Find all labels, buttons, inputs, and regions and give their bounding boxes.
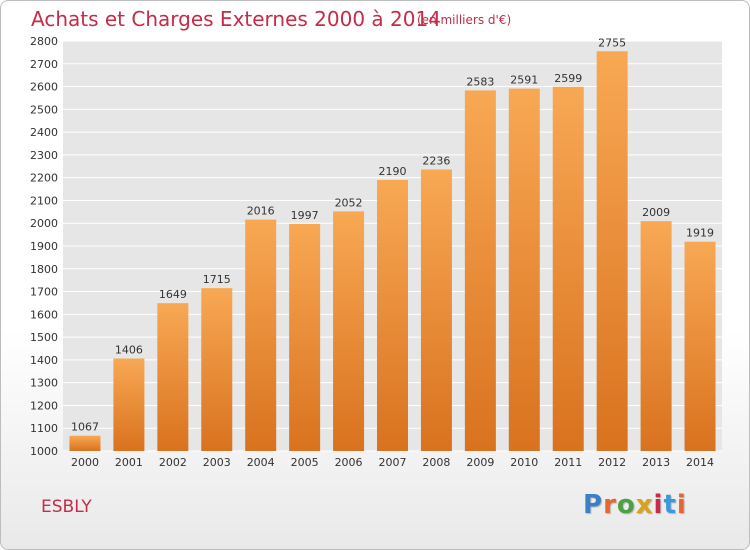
data-label: 1406 (115, 344, 143, 357)
bar-2005 (289, 223, 321, 451)
data-label: 1919 (686, 227, 714, 240)
y-axis-ticks: 1000 1100 1200 1300 1400 1500 1600 1700 1800 1900… (30, 35, 58, 458)
bar-2012 (596, 51, 628, 451)
bar-2009 (464, 90, 496, 451)
data-label: 1997 (291, 209, 319, 222)
logo-letter: x (635, 490, 654, 520)
logo-letter: P (583, 490, 604, 520)
y-tick-label: 1900 (30, 240, 58, 253)
data-label: 2009 (642, 206, 670, 219)
y-tick-label: 2500 (30, 103, 58, 116)
bars: 1067 1406 1649 1715 2016 1997 2052 2190 2236 2583… (69, 36, 716, 452)
bar-2003 (201, 288, 233, 451)
y-tick-label: 2700 (30, 58, 58, 71)
data-label: 2755 (598, 36, 626, 49)
y-tick-label: 2600 (30, 81, 58, 94)
x-tick-label: 2013 (642, 456, 670, 469)
logo-letter: o (616, 490, 636, 520)
y-tick-label: 1600 (30, 308, 58, 321)
bar-2002 (157, 303, 189, 451)
y-tick-label: 1200 (30, 399, 58, 412)
x-tick-label: 2003 (203, 456, 231, 469)
data-label: 2016 (247, 205, 275, 218)
bar-2000 (69, 435, 101, 451)
x-tick-label: 2002 (159, 456, 187, 469)
y-tick-label: 2000 (30, 217, 58, 230)
y-tick-label: 2300 (30, 149, 58, 162)
bar-2007 (377, 179, 408, 451)
bar-2008 (420, 169, 452, 451)
bar-2014 (684, 241, 716, 451)
y-tick-label: 2100 (30, 194, 58, 207)
logo-letter: i (676, 490, 687, 520)
chart-subtitle: (en milliers d'€) (417, 13, 512, 27)
logo-letter: r (603, 490, 617, 520)
bar-2013 (640, 221, 672, 451)
x-tick-label: 2001 (115, 456, 143, 469)
data-label: 2052 (335, 196, 363, 209)
y-tick-label: 1300 (30, 377, 58, 390)
x-tick-label: 2005 (291, 456, 319, 469)
y-tick-label: 1800 (30, 263, 58, 276)
y-tick-label: 2400 (30, 126, 58, 139)
data-label: 2190 (379, 165, 407, 178)
y-tick-label: 1100 (30, 422, 58, 435)
x-tick-label: 2012 (598, 456, 626, 469)
data-label: 2236 (422, 154, 450, 167)
chart-title: Achats et Charges Externes 2000 à 2014 (31, 7, 441, 31)
y-tick-label: 1000 (30, 445, 58, 458)
logo-letter: i (653, 490, 664, 520)
proxiti-logo: Proxiti (583, 490, 687, 520)
y-tick-label: 2200 (30, 172, 58, 185)
y-tick-label: 1500 (30, 331, 58, 344)
x-tick-label: 2010 (510, 456, 538, 469)
bar-2006 (333, 211, 365, 451)
x-tick-label: 2009 (466, 456, 494, 469)
x-tick-label: 2004 (247, 456, 275, 469)
bar-2004 (245, 219, 277, 451)
data-label: 1649 (159, 288, 187, 301)
commune-name: ESBLY (41, 497, 92, 517)
y-tick-label: 1400 (30, 354, 58, 367)
x-axis-ticks: 2000 2001 2002 2003 2004 2005 2006 2007 2008 2009… (71, 456, 714, 469)
x-tick-label: 2008 (422, 456, 450, 469)
x-tick-label: 2007 (379, 456, 407, 469)
y-tick-label: 2800 (30, 35, 58, 48)
bar-2001 (113, 358, 145, 451)
logo-letter: t (663, 490, 677, 520)
x-tick-label: 2014 (686, 456, 714, 469)
data-label: 2599 (554, 72, 582, 85)
data-label: 1067 (71, 421, 99, 434)
data-label: 1715 (203, 273, 231, 286)
y-tick-label: 1700 (30, 286, 58, 299)
data-label: 2591 (510, 74, 538, 87)
bar-2010 (508, 88, 540, 451)
x-tick-label: 2006 (335, 456, 363, 469)
bar-2011 (552, 86, 584, 452)
x-tick-label: 2000 (71, 456, 99, 469)
data-label: 2583 (466, 75, 494, 88)
x-tick-label: 2011 (554, 456, 582, 469)
